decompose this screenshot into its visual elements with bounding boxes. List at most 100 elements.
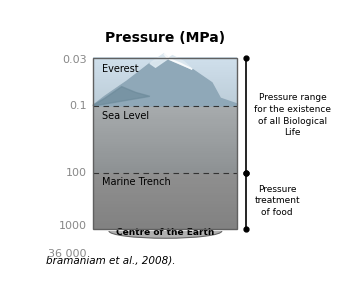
- Bar: [94, 82, 237, 83]
- Bar: [94, 60, 237, 61]
- Bar: [94, 162, 237, 164]
- Text: 0.1: 0.1: [69, 101, 86, 111]
- Bar: [94, 88, 237, 89]
- Polygon shape: [150, 54, 192, 69]
- Bar: [94, 98, 237, 100]
- Bar: [94, 102, 237, 104]
- Bar: [94, 85, 237, 87]
- Text: Centre of the Earth: Centre of the Earth: [116, 228, 215, 237]
- Bar: [94, 106, 237, 108]
- Text: Everest: Everest: [102, 64, 139, 74]
- Bar: [94, 170, 237, 173]
- Bar: [94, 57, 237, 59]
- Bar: [94, 92, 237, 94]
- Text: Sea Level: Sea Level: [102, 111, 149, 121]
- Bar: [94, 215, 237, 218]
- Bar: [94, 137, 237, 140]
- Bar: [94, 100, 237, 101]
- Bar: [94, 206, 237, 209]
- Bar: [94, 73, 237, 75]
- Bar: [94, 173, 237, 176]
- Bar: [94, 168, 237, 171]
- Bar: [94, 164, 237, 166]
- Bar: [94, 65, 237, 66]
- Text: 0.03: 0.03: [62, 56, 86, 66]
- Bar: [94, 130, 237, 133]
- Bar: [94, 153, 237, 155]
- Bar: [94, 126, 237, 128]
- Bar: [94, 80, 237, 82]
- Bar: [94, 148, 237, 151]
- Text: 100: 100: [66, 168, 86, 178]
- Text: Pressure range
for the existence
of all Biological
Life: Pressure range for the existence of all …: [254, 93, 331, 137]
- Bar: [94, 115, 237, 117]
- Bar: [94, 84, 237, 85]
- Bar: [94, 110, 237, 113]
- Bar: [94, 101, 237, 102]
- Bar: [94, 181, 237, 184]
- Text: 1000: 1000: [58, 221, 86, 231]
- Bar: [94, 212, 237, 215]
- Text: Pressure (MPa): Pressure (MPa): [105, 31, 225, 45]
- Bar: [94, 195, 237, 198]
- Bar: [94, 59, 237, 60]
- Bar: [94, 139, 237, 142]
- Bar: [94, 226, 237, 229]
- Polygon shape: [94, 59, 237, 106]
- Bar: [94, 112, 237, 115]
- Bar: [94, 78, 237, 79]
- Bar: [94, 201, 237, 204]
- Bar: [94, 190, 237, 193]
- Bar: [94, 198, 237, 201]
- Ellipse shape: [109, 224, 222, 238]
- Bar: [94, 117, 237, 119]
- Bar: [94, 94, 237, 95]
- Bar: [94, 209, 237, 212]
- Bar: [94, 63, 237, 65]
- Bar: [94, 68, 237, 70]
- Bar: [94, 223, 237, 226]
- Bar: [94, 144, 237, 146]
- Polygon shape: [164, 54, 192, 69]
- Bar: [94, 108, 237, 111]
- Bar: [94, 89, 237, 90]
- Text: Pressure
treatment
of food: Pressure treatment of food: [254, 185, 300, 217]
- Bar: [94, 104, 237, 106]
- Bar: [94, 67, 237, 69]
- Bar: [94, 204, 237, 207]
- Bar: [94, 119, 237, 122]
- Bar: [94, 90, 237, 92]
- Bar: [94, 150, 237, 153]
- Bar: [94, 166, 237, 169]
- Bar: [94, 86, 237, 88]
- Bar: [94, 91, 237, 93]
- Text: 36 000: 36 000: [48, 249, 86, 259]
- Bar: [94, 175, 237, 178]
- Bar: [94, 121, 237, 124]
- Bar: [94, 71, 237, 72]
- Bar: [94, 159, 237, 162]
- Bar: [94, 133, 237, 135]
- Bar: [94, 61, 237, 63]
- Text: bramaniam et al., 2008).: bramaniam et al., 2008).: [46, 256, 175, 266]
- Bar: [94, 218, 237, 221]
- Bar: [94, 72, 237, 73]
- Polygon shape: [94, 87, 150, 106]
- Bar: [94, 96, 237, 98]
- Bar: [94, 141, 237, 144]
- Bar: [94, 135, 237, 137]
- Bar: [94, 192, 237, 195]
- Bar: [94, 62, 237, 64]
- Bar: [94, 83, 237, 84]
- Bar: [94, 184, 237, 187]
- Bar: [94, 74, 237, 76]
- Bar: [94, 97, 237, 99]
- Bar: [94, 79, 237, 81]
- Bar: [94, 95, 237, 96]
- Bar: [94, 187, 237, 190]
- Bar: [94, 124, 237, 126]
- Bar: [94, 76, 237, 77]
- Bar: [94, 69, 237, 71]
- Bar: [94, 146, 237, 148]
- Bar: [94, 220, 237, 223]
